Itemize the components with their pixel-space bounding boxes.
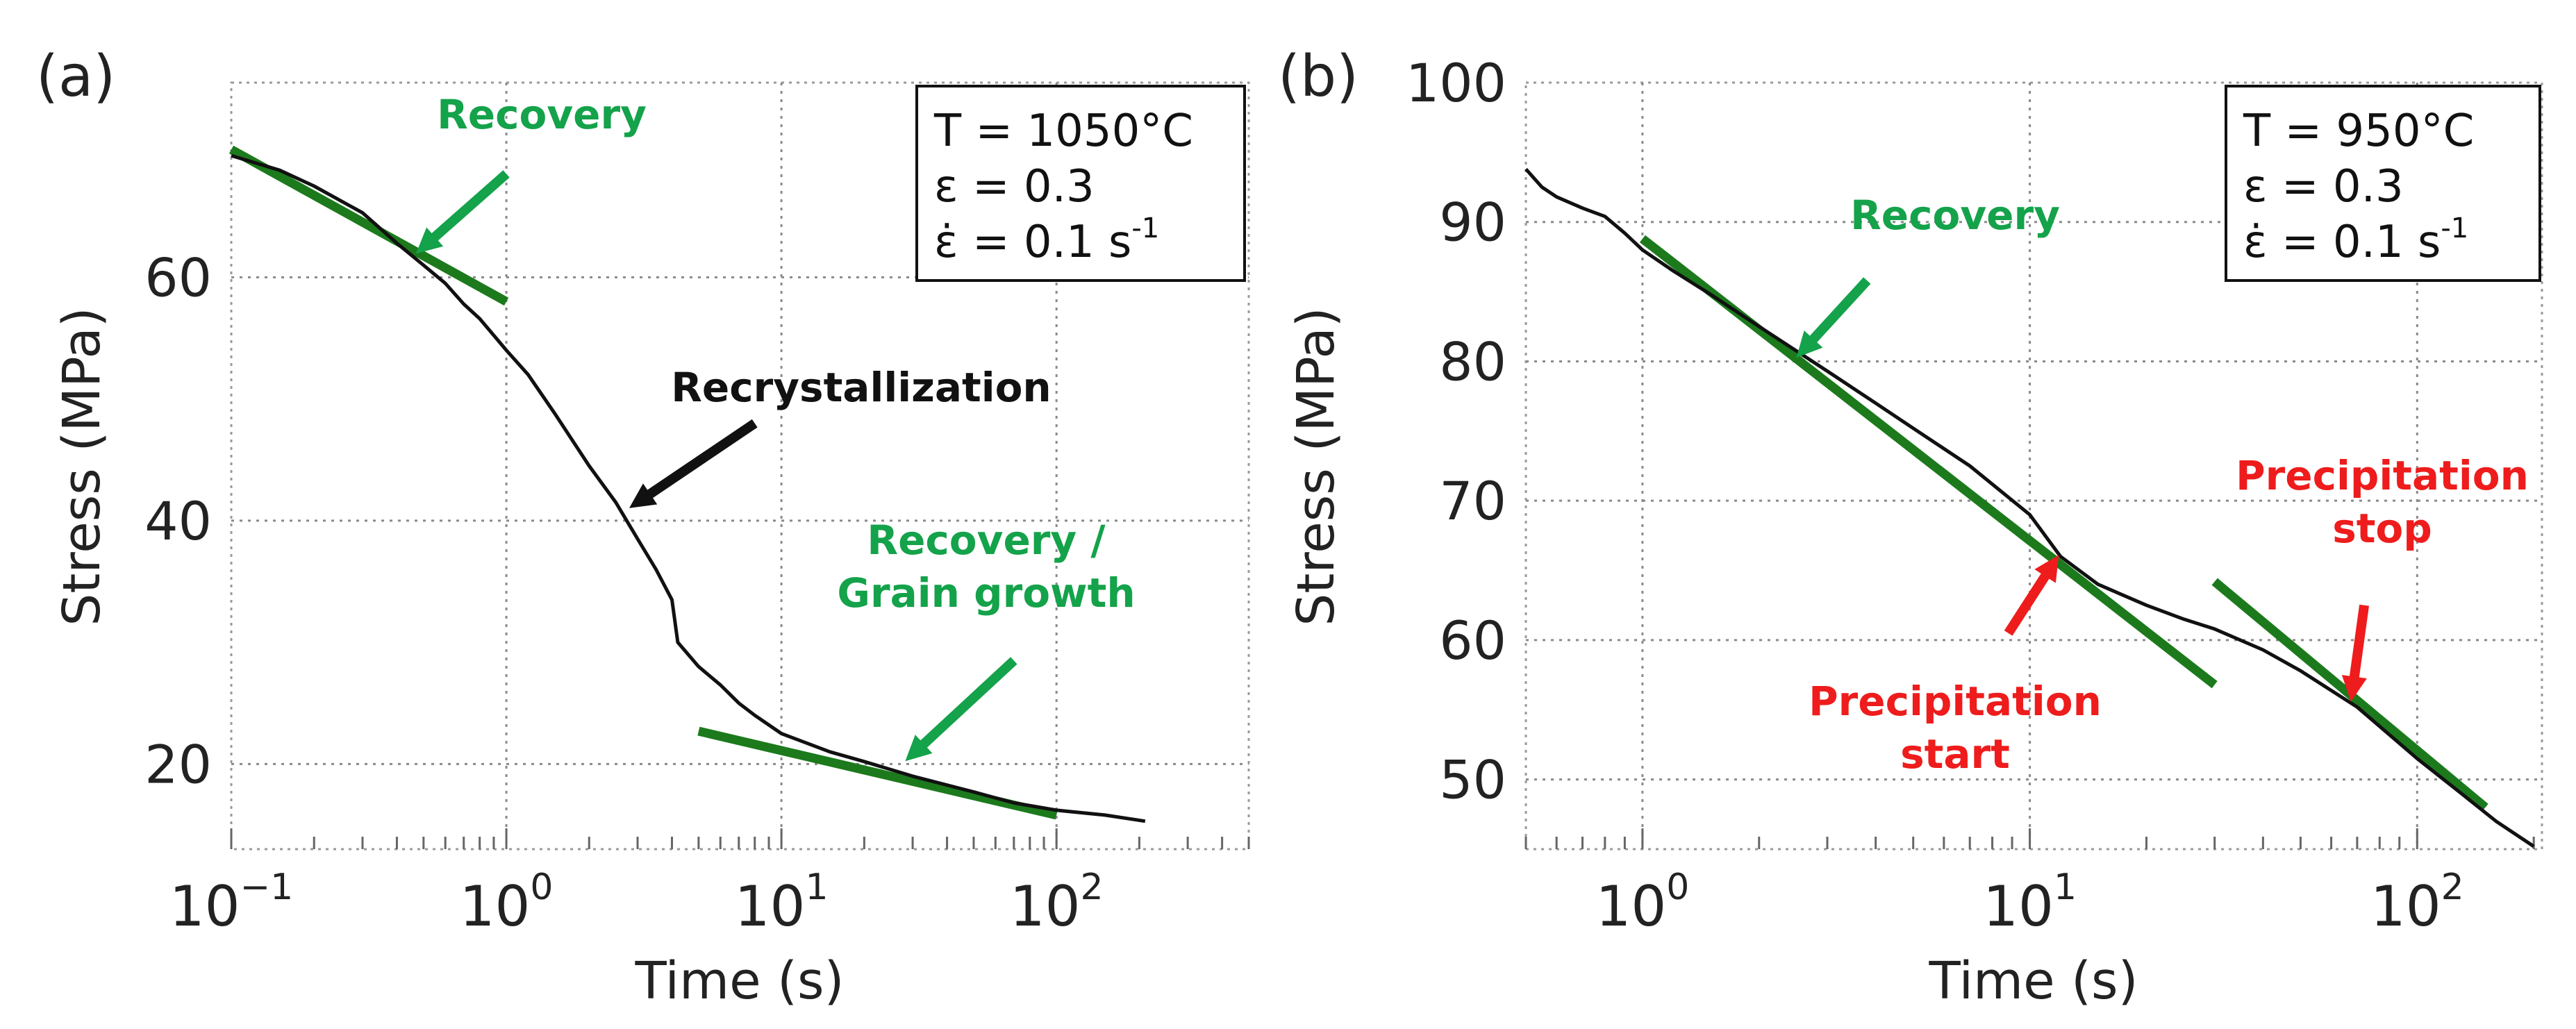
panel-b-conditions-box: T = 950°C ε = 0.3 ε̇ = 0.1 s-1	[2225, 85, 2541, 282]
x-tick-base: 10	[2370, 874, 2441, 939]
panel-b-y-axis-label: Stress (MPa)	[1286, 307, 1346, 626]
y-tick-label: 40	[144, 490, 212, 552]
precipitation-stop-label: stop	[2332, 505, 2432, 552]
panel-a-label: (a)	[36, 44, 115, 110]
recovery-b-arrow	[1796, 277, 1871, 358]
x-tick-label: 100	[1595, 867, 1689, 939]
x-tick-label: 101	[735, 867, 829, 939]
panel-b-x-axis-label: Time (s)	[1929, 951, 2138, 1011]
panel-b-strain-rate-exp: -1	[2441, 212, 2468, 244]
panel-a-ticks	[230, 828, 1250, 849]
panel-a-y-axis-label: Stress (MPa)	[52, 307, 112, 626]
panel-b: (b) Recovery Precipitation start Precipitat…	[1278, 44, 2543, 1011]
precipitation-start-label: start	[1900, 730, 2010, 778]
fit-line	[228, 145, 509, 306]
x-tick-label: 101	[1983, 867, 2077, 939]
x-tick-label: 102	[1010, 867, 1104, 939]
recovery-label: Recovery	[437, 91, 647, 138]
panel-a-temperature: T = 1050°C	[933, 106, 1193, 157]
x-tick-base: 10	[460, 874, 531, 939]
panel-a: (a) Recovery Recrystallization Recovery / G…	[36, 44, 1250, 1011]
panel-a-strain-rate-exp: -1	[1131, 212, 1159, 244]
panel-a-strain-rate-main: ε̇ = 0.1 s	[934, 217, 1131, 268]
y-tick-label: 50	[1439, 749, 1506, 811]
panel-a-annotations: Recovery Recrystallization Recovery / Grain…	[415, 91, 1136, 762]
precipitation-stop-arrow	[2341, 604, 2370, 702]
x-tick-base: 10	[1010, 874, 1081, 939]
panel-b-x-tick-labels: 100 101 102	[1595, 867, 2463, 939]
x-tick-exponent: −1	[240, 867, 294, 908]
precipitation-start-label: Precipitation	[1809, 678, 2102, 725]
panel-b-ticks	[1524, 828, 2535, 849]
panel-b-plot-frame	[1524, 81, 2543, 851]
y-tick-label: 80	[1439, 331, 1506, 392]
recovery-b-label: Recovery	[1850, 192, 2060, 239]
panel-a-stress-curve	[231, 153, 1146, 823]
y-tick-label: 100	[1406, 52, 1506, 114]
panel-b-strain: ε = 0.3	[2243, 161, 2404, 212]
recrystallization-label: Recrystallization	[671, 364, 1051, 411]
panel-a-fit-lines	[228, 145, 1058, 820]
panel-a-x-tick-labels: 10−1 100 101 102	[169, 867, 1104, 939]
panel-b-annotations: Recovery Precipitation start Precipitation s…	[1796, 192, 2529, 778]
y-tick-label: 60	[1439, 610, 1506, 671]
panel-a-x-axis-label: Time (s)	[635, 951, 845, 1011]
x-tick-exponent: 1	[805, 867, 828, 908]
x-tick-exponent: 2	[2441, 867, 2464, 908]
x-tick-label: 100	[460, 867, 554, 939]
panel-b-y-tick-labels: 50 60 70 80 90 100	[1406, 52, 1506, 811]
panel-a-conditions-box: T = 1050°C ε = 0.3 ε̇ = 0.1 s-1	[915, 85, 1246, 282]
x-tick-base: 10	[1595, 874, 1666, 939]
x-tick-base: 10	[1983, 874, 2054, 939]
recrystallization-arrow	[629, 419, 758, 508]
x-tick-exponent: 0	[1666, 867, 1689, 908]
panel-b-label: (b)	[1278, 44, 1358, 110]
panel-a-y-tick-labels: 20 40 60	[144, 246, 212, 795]
x-tick-label: 102	[2370, 867, 2464, 939]
panel-b-temperature: T = 950°C	[2243, 106, 2474, 157]
y-tick-label: 60	[144, 246, 212, 308]
y-tick-label: 90	[1439, 192, 1506, 253]
x-tick-base: 10	[169, 874, 240, 939]
grain-growth-label: Recovery /	[867, 517, 1106, 564]
panel-b-strain-rate-main: ε̇ = 0.1 s	[2243, 217, 2441, 268]
x-tick-label: 10−1	[169, 867, 293, 939]
precipitation-start-arrow	[2004, 555, 2059, 636]
fit-line	[697, 726, 1058, 820]
fit-line	[2211, 578, 2488, 811]
recovery-arrow	[415, 170, 510, 254]
grain-growth-arrow	[905, 657, 1017, 762]
y-tick-label: 70	[1439, 470, 1506, 532]
panel-a-plot-frame	[230, 81, 1250, 851]
precipitation-stop-label: Precipitation	[2236, 452, 2529, 499]
grain-growth-label: Grain growth	[837, 569, 1135, 617]
panel-b-stress-curve	[1524, 167, 2535, 848]
panel-a-strain-rate: ε̇ = 0.1 s-1	[934, 212, 1159, 268]
y-tick-label: 20	[144, 733, 212, 795]
x-tick-exponent: 1	[2054, 867, 2077, 908]
panel-a-strain: ε = 0.3	[934, 161, 1095, 212]
panel-b-strain-rate: ε̇ = 0.1 s-1	[2243, 212, 2468, 268]
x-tick-exponent: 2	[1081, 867, 1104, 908]
x-tick-base: 10	[735, 874, 806, 939]
x-tick-exponent: 0	[530, 867, 553, 908]
